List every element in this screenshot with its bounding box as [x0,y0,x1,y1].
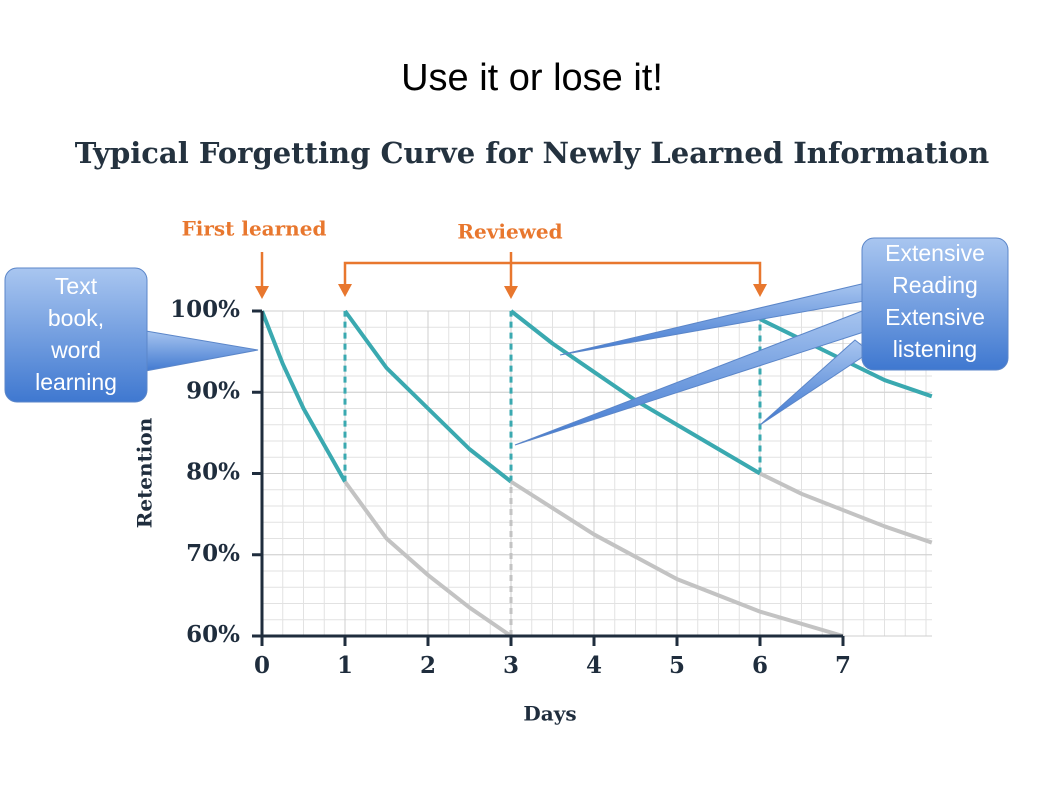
arrow-head [753,284,767,297]
grid [261,310,932,637]
callout-text: Text book, word learning Extensive Reading Ext… [35,240,985,395]
callout-text: learning [35,369,117,395]
callout-box [4,267,148,403]
callout-text: Reading [892,272,978,298]
x-tick-label: 4 [586,652,602,679]
callout-box [861,237,1009,371]
y-tick-label: 90% [186,377,240,404]
line [759,471,933,545]
y-tick-label: 70% [186,540,240,567]
line [260,310,347,483]
line [509,479,844,638]
callout-right [514,237,1009,446]
y-tick-label: 80% [186,459,240,486]
reviewed-label: Reviewed [457,220,562,244]
callout-text: book, [48,305,104,331]
x-tick-label: 5 [669,652,685,679]
callout-text: Extensive [885,304,985,330]
x-tick-label: 2 [420,652,436,679]
y-tick-label: 60% [186,621,240,648]
chart-title: Typical Forgetting Curve for Newly Learn… [75,136,990,170]
callout-text: listening [893,336,977,362]
x-tick-label: 7 [835,652,851,679]
x-tick-label: 6 [752,652,768,679]
axes: 0 1 2 3 4 5 6 7 60% 70% 80% 90% 100% [170,296,851,679]
curves [260,309,933,638]
x-tick-label: 3 [503,652,519,679]
slide-title: Use it or lose it! [401,57,663,99]
x-axis-label: Days [523,702,576,726]
callout-text: word [50,337,101,363]
bracket [343,261,762,290]
callout-left [4,267,259,403]
x-tick-label: 0 [254,652,270,679]
arrow-head [255,286,269,299]
annotation-arrows [255,252,767,299]
callout-text: Extensive [885,240,985,266]
line [343,480,513,638]
callout-text: Text [55,273,98,299]
x-tick-label: 1 [337,652,353,679]
y-axis-label: Retention [133,417,157,528]
y-tick-label: 100% [170,296,240,323]
arrow-head [504,286,518,299]
line [343,309,513,484]
first-learned-label: First learned [182,217,327,241]
arrow-head [338,284,352,297]
